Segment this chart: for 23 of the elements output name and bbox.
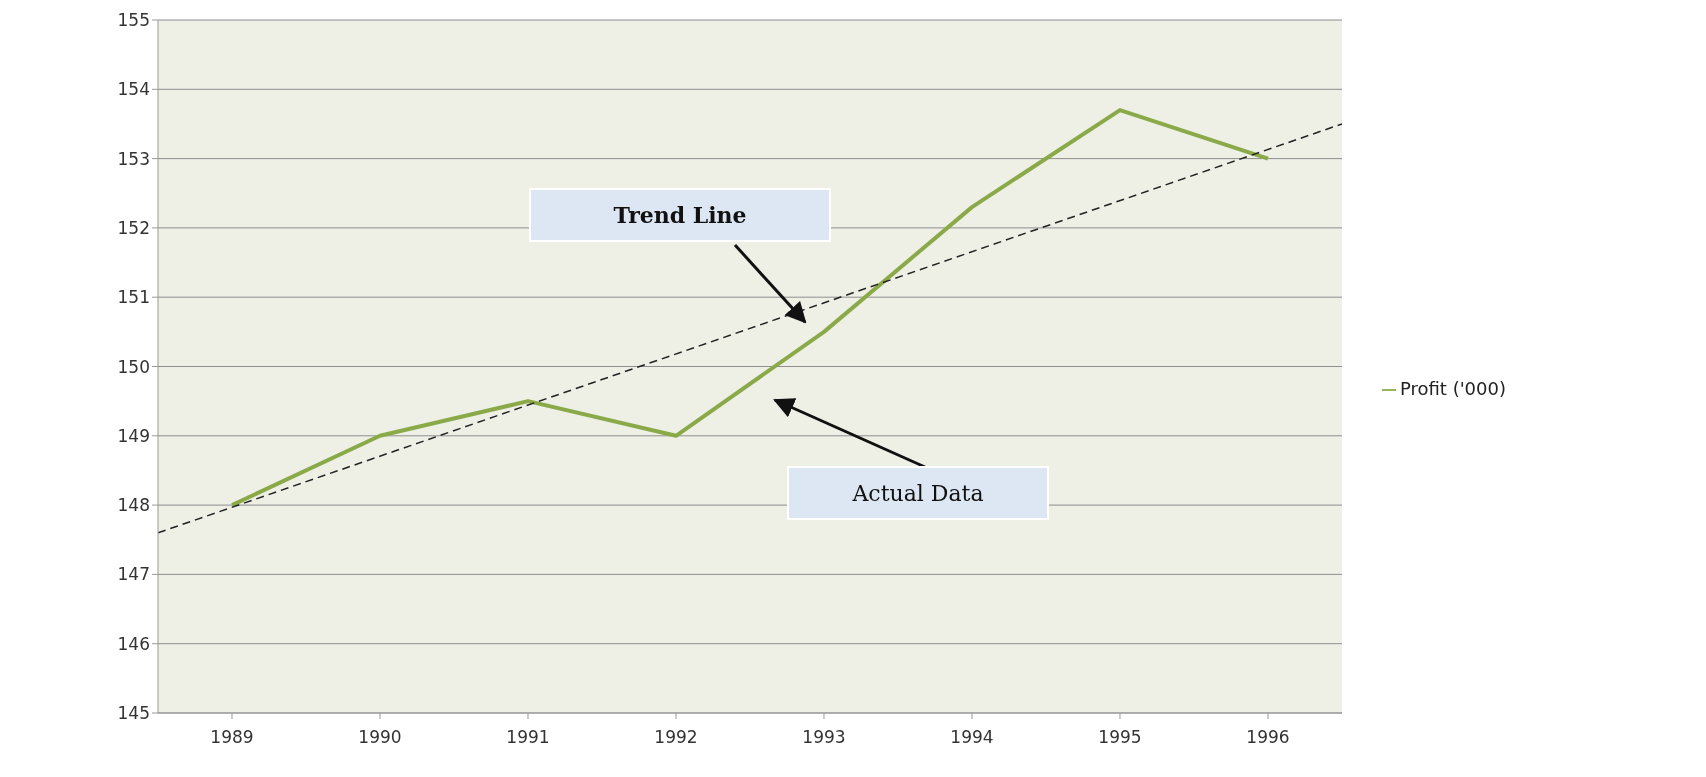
x-tick-label: 1993 (802, 727, 846, 748)
x-tick-label: 1990 (358, 727, 402, 748)
x-tick-label: 1994 (950, 727, 994, 748)
x-tick-label: 1995 (1098, 727, 1142, 748)
y-tick-label: 155 (117, 10, 150, 31)
y-tick-label: 154 (117, 79, 150, 100)
y-tick-label: 150 (117, 356, 150, 377)
y-tick-label: 149 (117, 425, 150, 446)
y-tick-label: 148 (117, 495, 150, 516)
annotation: Actual Data (851, 481, 984, 506)
x-tick-label: 1991 (506, 727, 550, 748)
x-tick-label: 1992 (654, 727, 698, 748)
x-tick-label: 1996 (1246, 727, 1290, 748)
y-tick-label: 153 (117, 148, 150, 169)
annotation: Trend Line (613, 202, 747, 228)
y-tick-label: 151 (117, 287, 150, 308)
x-tick-label: 1989 (210, 727, 254, 748)
y-tick-label: 145 (117, 703, 150, 724)
y-tick-label: 147 (117, 564, 150, 585)
legend-label: Profit ('000) (1399, 378, 1506, 399)
line-series (230, 108, 1270, 508)
y-tick-label: 146 (117, 633, 150, 654)
y-tick-label: 152 (117, 217, 150, 238)
